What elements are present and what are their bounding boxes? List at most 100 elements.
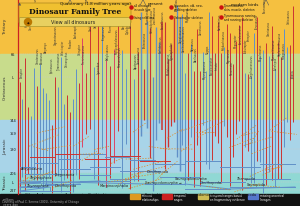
Text: modern birds: modern birds xyxy=(231,2,258,6)
Text: Neovenator: Neovenator xyxy=(230,60,234,75)
Text: Theropoda: Theropoda xyxy=(237,176,256,180)
Bar xyxy=(130,194,140,199)
Text: Compsognathus: Compsognathus xyxy=(85,0,89,11)
Text: Velociraptor skeleton: Velociraptor skeleton xyxy=(174,16,203,20)
Text: Therizinosaurus: Therizinosaurus xyxy=(82,44,86,64)
Text: L: L xyxy=(12,76,14,80)
Text: Ankylosaurus: Ankylosaurus xyxy=(106,43,110,59)
Text: Sauropoda: Sauropoda xyxy=(247,182,266,186)
Text: 65: 65 xyxy=(11,53,15,57)
Text: Omeisaurus: Omeisaurus xyxy=(267,21,271,36)
Text: Ceratosaurus: Ceratosaurus xyxy=(36,47,40,63)
Text: Skorpiovenator: Skorpiovenator xyxy=(210,55,214,74)
Text: Scelidosaurus: Scelidosaurus xyxy=(159,35,163,53)
Text: Apatosaurus: Apatosaurus xyxy=(134,54,138,69)
Text: Archosauria: Archosauria xyxy=(65,192,86,196)
Text: Jurassic: Jurassic xyxy=(3,138,7,154)
Text: Tyrannosaurus running
and running skeleton: Tyrannosaurus running and running skelet… xyxy=(224,14,255,22)
Text: Troodon: Troodon xyxy=(69,39,73,49)
Text: Oviraptor: Oviraptor xyxy=(78,43,82,55)
Text: Courtesy of Paul C. Sereno (2001), University of Chicago: Courtesy of Paul C. Sereno (2001), Unive… xyxy=(2,199,79,203)
Text: Megaraptor: Megaraptor xyxy=(234,34,238,48)
Bar xyxy=(0,55,300,121)
Text: View all dinosaurs: View all dinosaurs xyxy=(51,20,95,25)
Text: Scutellosaurus: Scutellosaurus xyxy=(161,11,165,29)
Bar xyxy=(0,173,300,194)
Circle shape xyxy=(25,19,32,26)
Text: Quaternary (1.8 million years ago): Quaternary (1.8 million years ago) xyxy=(60,2,130,6)
Text: Lesothosaurus: Lesothosaurus xyxy=(153,6,157,23)
Bar xyxy=(198,194,208,199)
Text: Ankylosauria: Ankylosauria xyxy=(20,166,42,170)
Text: Camptosaurus: Camptosaurus xyxy=(179,25,183,43)
Text: Other Archosaurs: Other Archosaurs xyxy=(25,192,56,196)
Text: Rugops: Rugops xyxy=(206,44,210,54)
Text: Parasaurolophus: Parasaurolophus xyxy=(118,46,122,66)
Text: Thyreophora: Thyreophora xyxy=(30,175,52,179)
Text: Massospondylus: Massospondylus xyxy=(146,4,150,24)
Text: ▲: ▲ xyxy=(18,2,21,6)
Text: Torvosaurus: Torvosaurus xyxy=(255,15,259,30)
Text: Rajasaurus: Rajasaurus xyxy=(190,37,194,51)
Text: Plateosaurus: Plateosaurus xyxy=(142,32,146,48)
Text: Dinosaur Family Tree: Dinosaur Family Tree xyxy=(29,8,121,16)
Text: Herrerasaurus: Herrerasaurus xyxy=(25,9,29,27)
Text: Brachiosaurus: Brachiosaurus xyxy=(129,11,133,28)
Text: Ornithopoda: Ornithopoda xyxy=(147,169,169,173)
Text: Coelophysis: Coelophysis xyxy=(29,15,33,30)
Text: present: present xyxy=(147,2,163,6)
Bar xyxy=(0,0,300,55)
Text: Rebbachisaurus: Rebbachisaurus xyxy=(222,30,226,50)
Text: Majungasaurus: Majungasaurus xyxy=(202,59,206,78)
Text: L: L xyxy=(12,180,14,184)
Text: Pachycephalosaurus: Pachycephalosaurus xyxy=(114,29,118,54)
Text: living relations: living relations xyxy=(134,16,154,20)
Text: Abelisaurus: Abelisaurus xyxy=(194,47,198,62)
Text: Carcharodontosaurus: Carcharodontosaurus xyxy=(182,25,186,51)
Text: Mamenchisaurus: Mamenchisaurus xyxy=(271,39,275,60)
Text: Stegosaurus: Stegosaurus xyxy=(102,25,106,40)
Text: Mapusaurus: Mapusaurus xyxy=(185,7,189,22)
Text: Ornithopoda: Ornithopoda xyxy=(55,183,77,187)
Bar xyxy=(0,121,300,173)
Text: Baryonyx: Baryonyx xyxy=(44,41,48,53)
Text: Stegosauria: Stegosauria xyxy=(55,172,75,176)
Text: Triceratops: Triceratops xyxy=(109,19,113,32)
Text: Shunosaurus: Shunosaurus xyxy=(263,0,267,13)
Text: 144: 144 xyxy=(10,118,16,122)
Text: Ornithomimus: Ornithomimus xyxy=(89,13,93,31)
Text: Heterodontosaurus: Heterodontosaurus xyxy=(149,9,153,33)
Text: millions
years ago: millions years ago xyxy=(3,197,18,206)
Text: Archaeopteryx: Archaeopteryx xyxy=(74,20,78,38)
Text: Hypsilophodon: Hypsilophodon xyxy=(170,41,174,60)
Text: all dinosaurs
in scale size: all dinosaurs in scale size xyxy=(134,4,151,12)
Text: Euhelopus: Euhelopus xyxy=(274,57,278,70)
Text: Cretaceous: Cretaceous xyxy=(3,75,7,100)
Bar xyxy=(0,194,300,206)
Bar xyxy=(162,194,172,199)
Text: 159: 159 xyxy=(10,131,16,135)
Text: Carnotaurus: Carnotaurus xyxy=(199,19,203,35)
Text: 227: 227 xyxy=(10,188,16,192)
Text: Patagosaurus: Patagosaurus xyxy=(282,42,286,59)
Text: Diplodocus: Diplodocus xyxy=(125,20,130,34)
Text: Giganotosaurus: Giganotosaurus xyxy=(54,25,58,44)
Text: Cetiosaurus: Cetiosaurus xyxy=(287,9,291,24)
Text: Irritator: Irritator xyxy=(214,60,218,70)
Text: Nigersaurus: Nigersaurus xyxy=(226,48,230,63)
Text: Deinonychus: Deinonychus xyxy=(64,50,68,66)
Text: ◆: ◆ xyxy=(27,21,29,25)
Text: Tyrannosaurus:
skin, muscle, skeleton: Tyrannosaurus: skin, muscle, skeleton xyxy=(224,4,254,12)
Text: Australovenator: Australovenator xyxy=(238,24,243,44)
Text: Ornithischia: Ornithischia xyxy=(88,192,110,196)
Text: Suchomimus: Suchomimus xyxy=(218,13,222,30)
Text: Thyreophora: Thyreophora xyxy=(27,183,50,187)
Text: 180: 180 xyxy=(10,147,16,151)
Text: Allosaurus: Allosaurus xyxy=(40,51,44,64)
Text: Sinraptor: Sinraptor xyxy=(247,29,250,40)
Text: 206: 206 xyxy=(10,171,16,175)
Text: temporal
ranges: temporal ranges xyxy=(174,193,187,201)
FancyBboxPatch shape xyxy=(19,4,131,24)
Text: Eoraptor: Eoraptor xyxy=(20,67,24,78)
Text: Iguanodon: Iguanodon xyxy=(97,60,101,73)
